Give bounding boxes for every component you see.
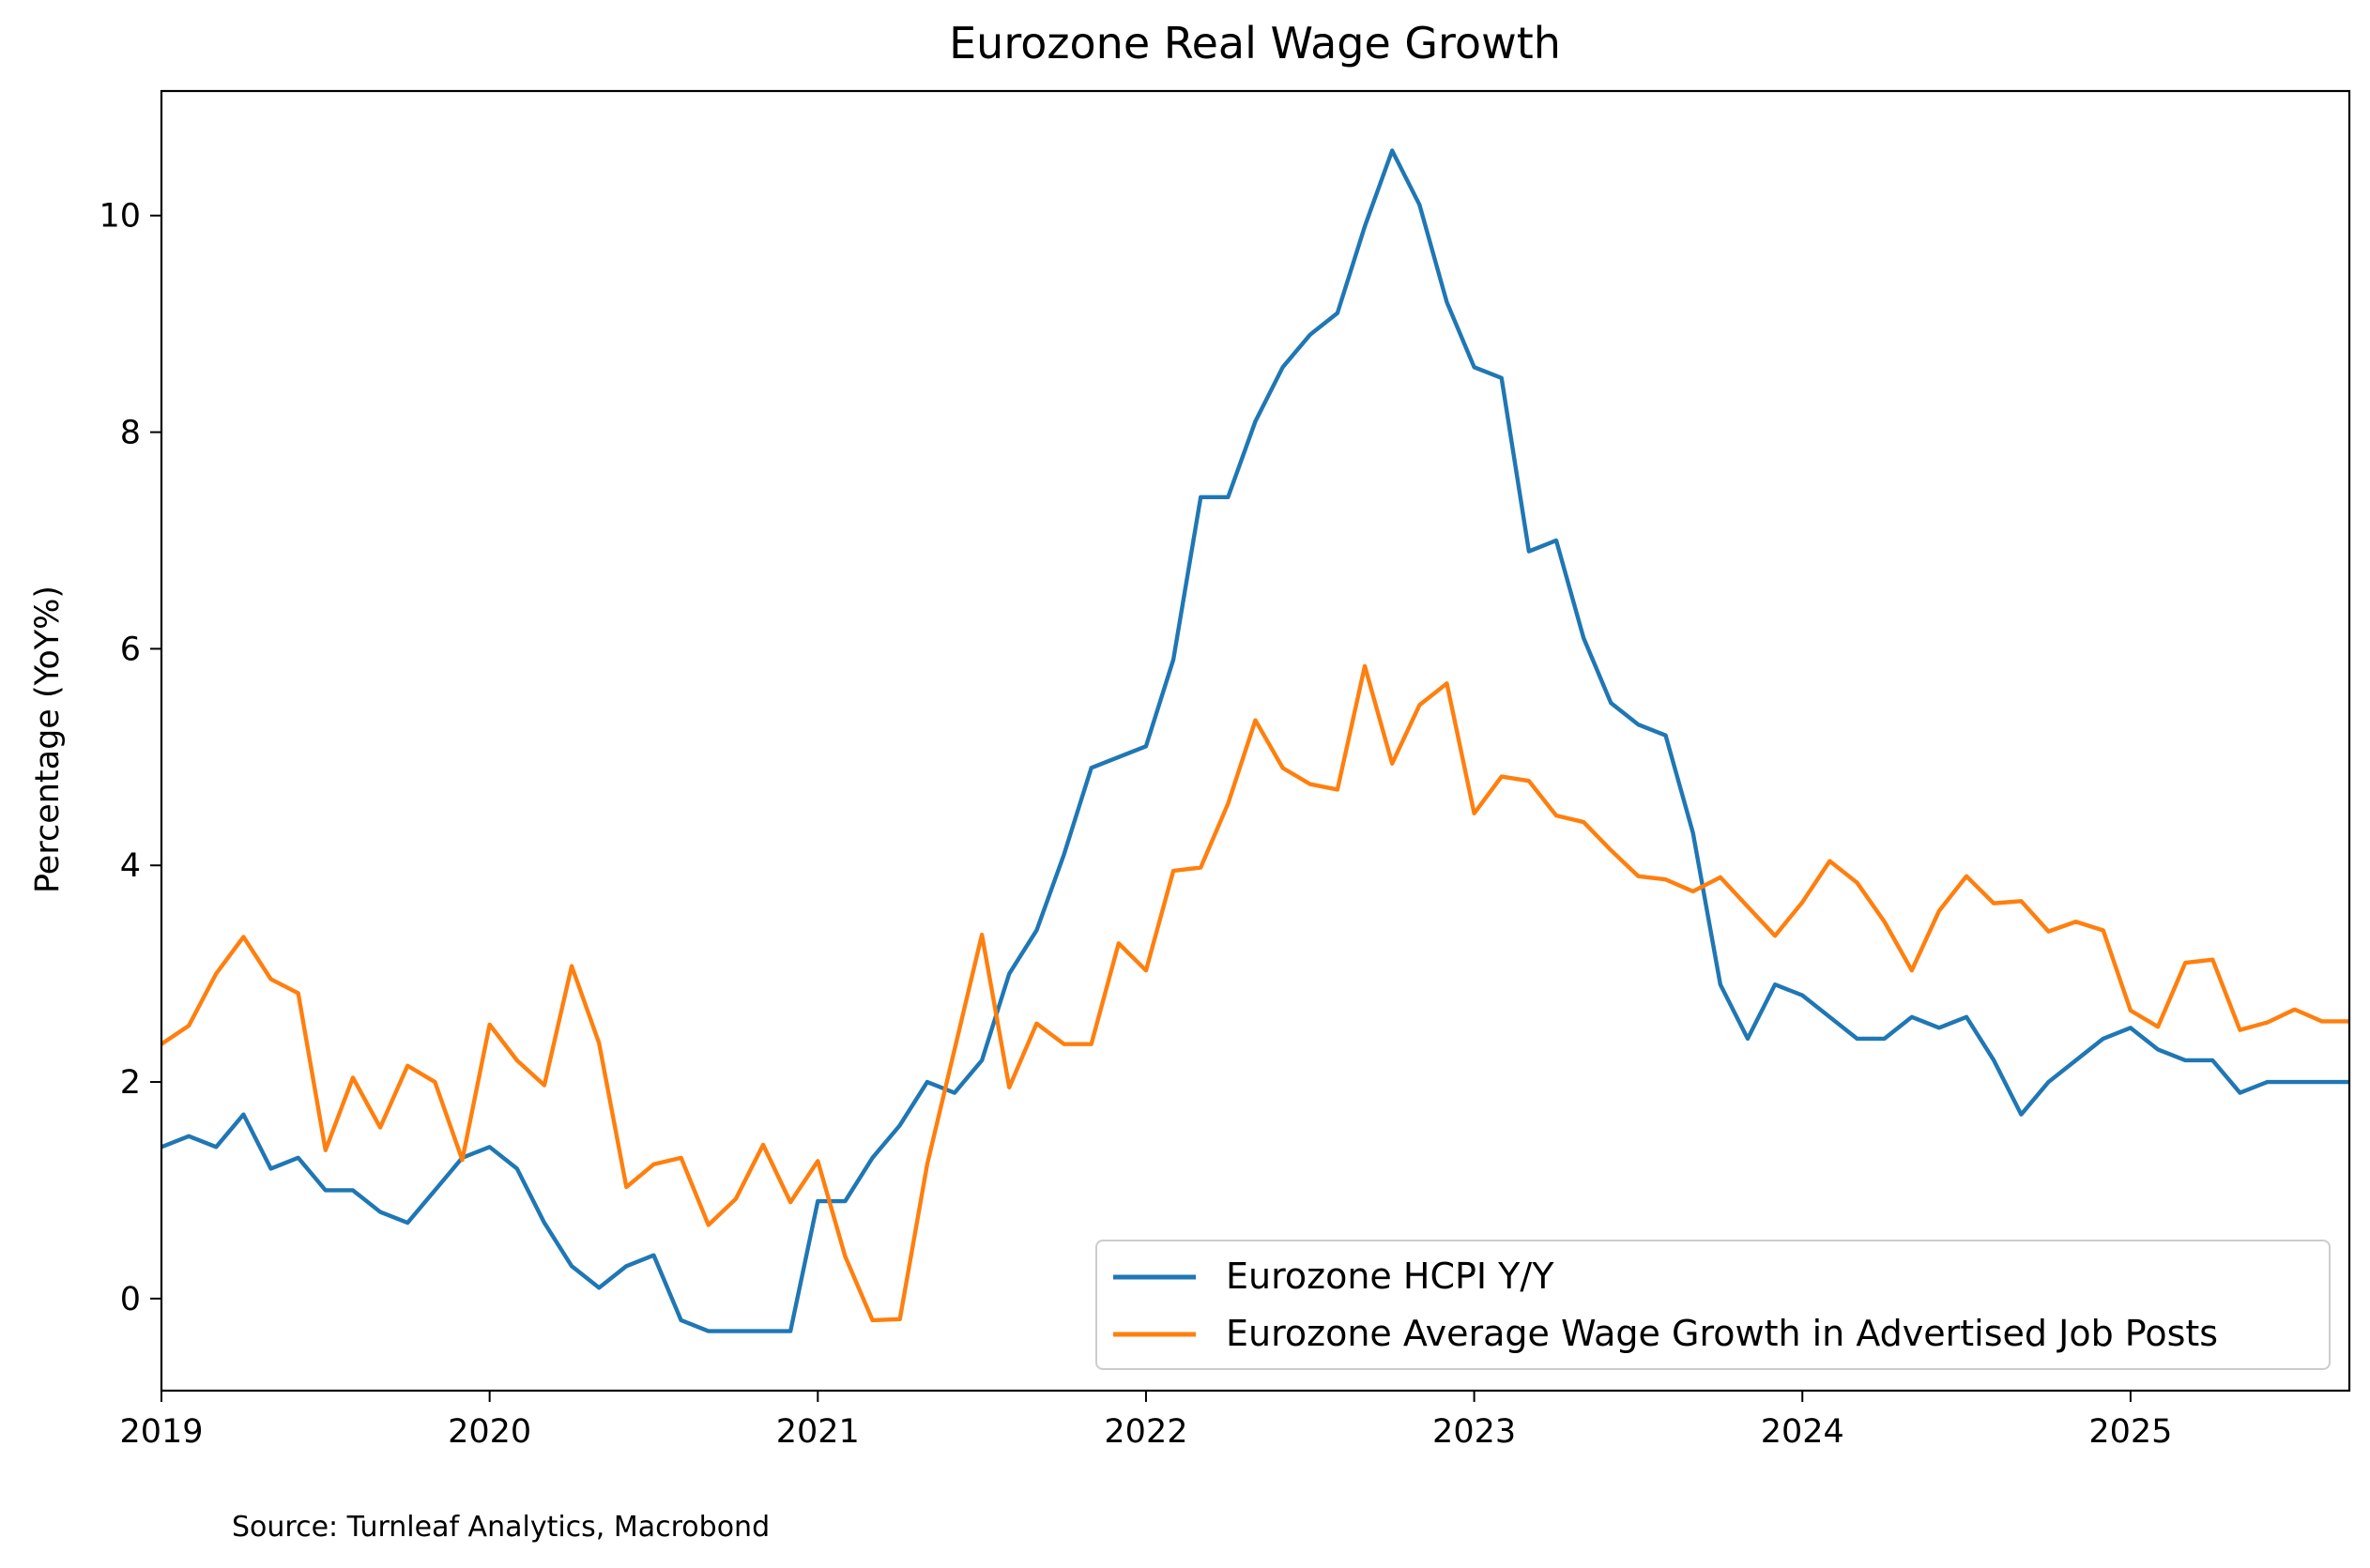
y-tick-label: 8 [120,415,141,452]
x-tick-label: 2019 [119,1413,203,1451]
legend: Eurozone HCPI Y/Y Eurozone Average Wage … [1095,1240,2331,1370]
x-tick-label: 2025 [2088,1413,2172,1451]
y-tick-label: 2 [120,1064,141,1102]
series-line-wage-growth [161,663,2349,1323]
y-tick-label: 10 [99,198,141,236]
x-tick-label: 2021 [776,1413,860,1451]
series-line-hcpi [161,148,2349,1333]
y-axis-label: Percentage (YoY%) [29,586,67,893]
y-tick-label: 4 [120,847,141,885]
plot-frame [160,89,2351,1393]
legend-label-wage: Eurozone Average Wage Growth in Advertis… [1226,1313,2218,1354]
x-tick-label: 2022 [1104,1413,1187,1451]
x-tick-label: 2020 [448,1413,531,1451]
x-axis-ticks: 2019 2020 2021 2022 2023 2024 2025 [119,1391,2172,1451]
legend-label-hcpi: Eurozone HCPI Y/Y [1226,1256,1554,1297]
series-lines [161,148,2349,1333]
chart-title: Eurozone Real Wage Growth [949,18,1561,69]
y-tick-label: 6 [120,631,141,668]
legend-box [1095,1240,2331,1370]
y-axis-ticks: 0 2 4 6 8 10 [99,198,161,1318]
source-note: Source: Turnleaf Analytics, Macrobond [232,1511,770,1544]
x-tick-label: 2023 [1432,1413,1516,1451]
y-tick-label: 0 [120,1281,141,1318]
x-tick-label: 2024 [1761,1413,1844,1451]
